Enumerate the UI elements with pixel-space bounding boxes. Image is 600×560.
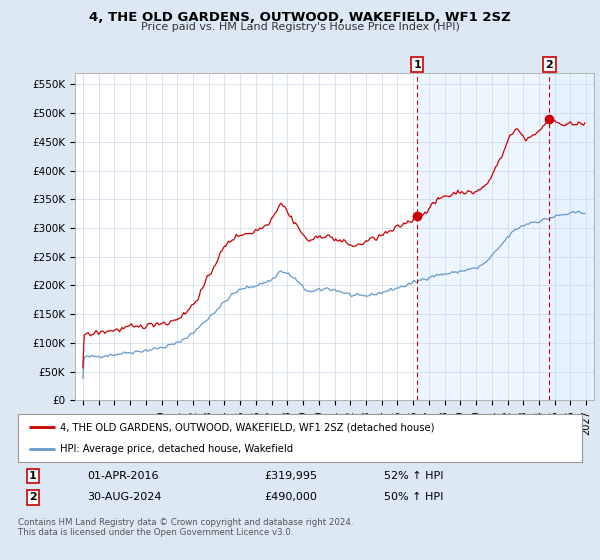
Text: 4, THE OLD GARDENS, OUTWOOD, WAKEFIELD, WF1 2SZ: 4, THE OLD GARDENS, OUTWOOD, WAKEFIELD, … — [89, 11, 511, 24]
Text: 4, THE OLD GARDENS, OUTWOOD, WAKEFIELD, WF1 2SZ (detached house): 4, THE OLD GARDENS, OUTWOOD, WAKEFIELD, … — [60, 422, 435, 432]
Bar — [550, 73, 594, 400]
Bar — [417, 73, 594, 400]
Text: Price paid vs. HM Land Registry's House Price Index (HPI): Price paid vs. HM Land Registry's House … — [140, 22, 460, 32]
Text: 1: 1 — [413, 59, 421, 69]
Text: HPI: Average price, detached house, Wakefield: HPI: Average price, detached house, Wake… — [60, 444, 293, 454]
Text: Contains HM Land Registry data © Crown copyright and database right 2024.
This d: Contains HM Land Registry data © Crown c… — [18, 518, 353, 538]
Text: £490,000: £490,000 — [264, 492, 317, 502]
Text: 1: 1 — [29, 471, 37, 481]
Bar — [550, 73, 594, 400]
Text: 2: 2 — [29, 492, 37, 502]
Text: 30-AUG-2024: 30-AUG-2024 — [87, 492, 161, 502]
Text: 52% ↑ HPI: 52% ↑ HPI — [384, 471, 443, 481]
Text: 01-APR-2016: 01-APR-2016 — [87, 471, 158, 481]
Text: 50% ↑ HPI: 50% ↑ HPI — [384, 492, 443, 502]
Text: £319,995: £319,995 — [264, 471, 317, 481]
Text: 2: 2 — [545, 59, 553, 69]
